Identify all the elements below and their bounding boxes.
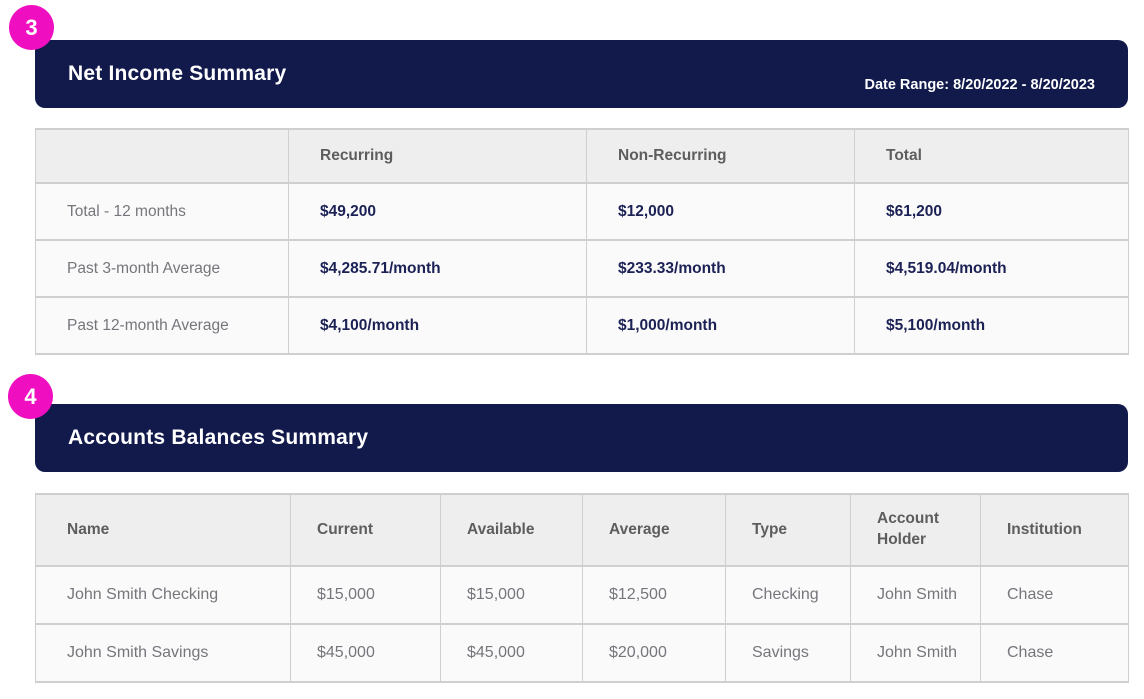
- current-balance: $45,000: [290, 623, 441, 683]
- accounts-title: Accounts Balances Summary: [68, 426, 369, 449]
- accounts-table: Name Current Available Average Type Acco…: [35, 493, 1129, 683]
- net-income-section-header: Net Income Summary Date Range: 8/20/2022…: [35, 40, 1128, 108]
- account-name: John Smith Checking: [35, 565, 291, 625]
- row-label: Past 12-month Average: [35, 296, 289, 355]
- net-income-header-row: Recurring Non-Recurring Total: [35, 128, 1129, 184]
- cell-value: $4,100/month: [288, 296, 587, 355]
- current-balance: $15,000: [290, 565, 441, 625]
- available-balance: $15,000: [440, 565, 583, 625]
- column-header-current: Current: [290, 493, 441, 567]
- accounts-section-header: Accounts Balances Summary: [35, 404, 1128, 472]
- column-header-non-recurring: Non-Recurring: [586, 128, 855, 184]
- account-type: Checking: [725, 565, 851, 625]
- accounts-header-row: Name Current Available Average Type Acco…: [35, 493, 1129, 567]
- table-row-past-3-month-average: Past 3-month Average $4,285.71/month $23…: [35, 239, 1129, 298]
- cell-value: $61,200: [854, 182, 1129, 241]
- cell-value: $4,519.04/month: [854, 239, 1129, 298]
- table-row-total-12-months: Total - 12 months $49,200 $12,000 $61,20…: [35, 182, 1129, 241]
- row-label: Past 3-month Average: [35, 239, 289, 298]
- date-range-label: Date Range: 8/20/2022 - 8/20/2023: [864, 77, 1095, 93]
- account-holder: John Smith: [850, 565, 981, 625]
- column-header-type: Type: [725, 493, 851, 567]
- cell-value: $1,000/month: [586, 296, 855, 355]
- column-header-average: Average: [582, 493, 726, 567]
- column-header-institution: Institution: [980, 493, 1129, 567]
- column-header-account-holder: Account Holder: [850, 493, 981, 567]
- table-row-savings-account: John Smith Savings $45,000 $45,000 $20,0…: [35, 623, 1129, 683]
- institution: Chase: [980, 623, 1129, 683]
- row-label: Total - 12 months: [35, 182, 289, 241]
- net-income-title: Net Income Summary: [68, 62, 287, 85]
- cell-value: $12,000: [586, 182, 855, 241]
- step-badge-3: 3: [9, 5, 54, 50]
- step-badge-4: 4: [8, 374, 53, 419]
- column-header-total: Total: [854, 128, 1129, 184]
- column-header-recurring: Recurring: [288, 128, 587, 184]
- column-header-available: Available: [440, 493, 583, 567]
- cell-value: $49,200: [288, 182, 587, 241]
- column-header-blank: [35, 128, 289, 184]
- account-type: Savings: [725, 623, 851, 683]
- available-balance: $45,000: [440, 623, 583, 683]
- account-name: John Smith Savings: [35, 623, 291, 683]
- average-balance: $12,500: [582, 565, 726, 625]
- table-row-checking-account: John Smith Checking $15,000 $15,000 $12,…: [35, 565, 1129, 625]
- cell-value: $5,100/month: [854, 296, 1129, 355]
- net-income-table: Recurring Non-Recurring Total Total - 12…: [35, 128, 1129, 355]
- cell-value: $233.33/month: [586, 239, 855, 298]
- table-row-past-12-month-average: Past 12-month Average $4,100/month $1,00…: [35, 296, 1129, 355]
- institution: Chase: [980, 565, 1129, 625]
- average-balance: $20,000: [582, 623, 726, 683]
- column-header-name: Name: [35, 493, 291, 567]
- account-holder: John Smith: [850, 623, 981, 683]
- cell-value: $4,285.71/month: [288, 239, 587, 298]
